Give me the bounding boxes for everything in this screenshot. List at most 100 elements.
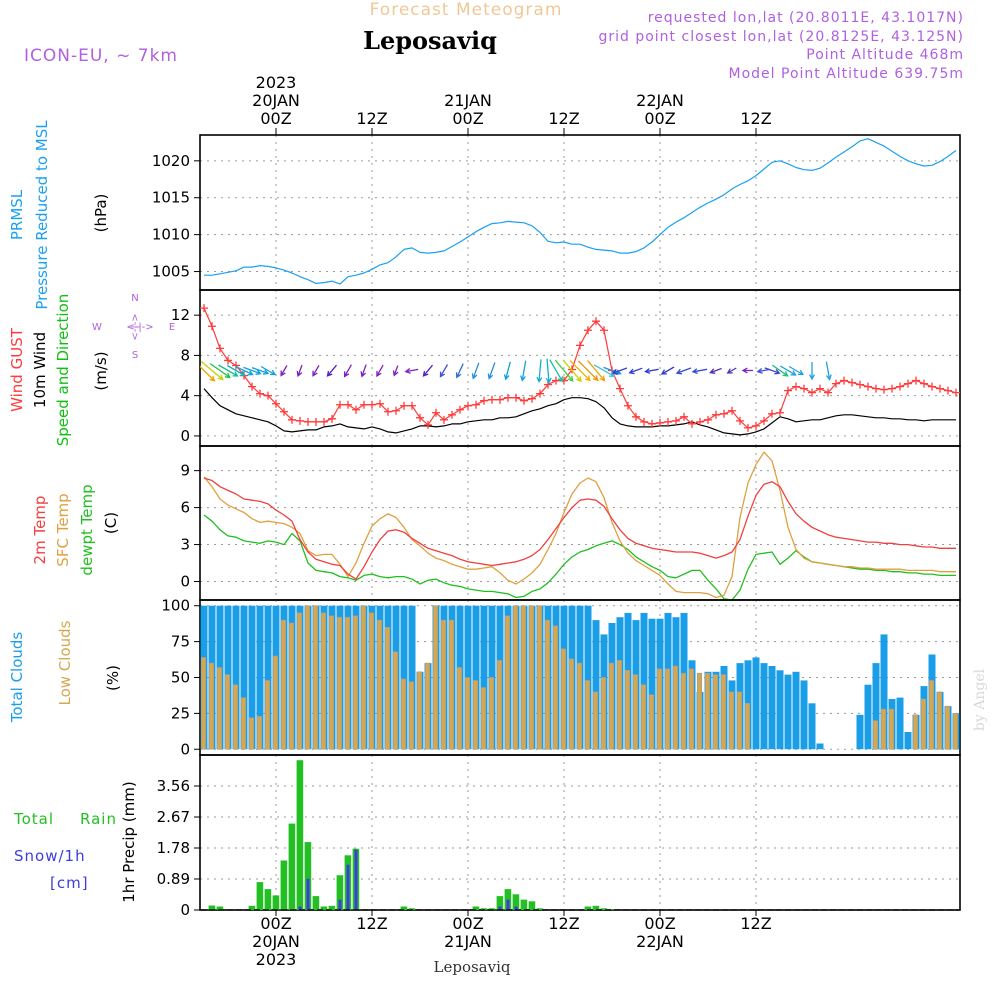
header-subtitle: Forecast Meteogram — [370, 0, 563, 20]
pressure-ylabel: (hPa) — [92, 194, 110, 233]
wind-arrow-35 — [611, 367, 628, 375]
low-cloud-bar-1 — [208, 662, 214, 750]
gust-marker-87 — [896, 382, 904, 391]
compass-east-letter: E — [169, 322, 175, 333]
low-cloud-bar-55 — [640, 684, 647, 750]
watermark: by Angel — [972, 668, 988, 731]
low-cloud-bar-43 — [544, 619, 551, 750]
gust-marker-53 — [624, 401, 632, 410]
low-cloud-bar-52 — [616, 659, 623, 750]
precip-frame — [199, 754, 961, 911]
wind-arrow-8 — [260, 365, 277, 376]
gust-marker-65 — [720, 409, 728, 418]
low-cloud-bar-56 — [648, 694, 655, 750]
rain-bar-27 — [584, 906, 592, 910]
rain-bar-10 — [312, 896, 320, 910]
rain-bar-3 — [256, 882, 264, 910]
low-cloud-bar-48 — [584, 680, 591, 750]
dewpoint-line — [203, 514, 956, 600]
clouds-ytick-label-0: 0 — [180, 740, 190, 758]
wind-arrow-18 — [422, 364, 433, 377]
wind-frame — [199, 289, 961, 447]
rain-bar-8 — [296, 760, 304, 910]
total-cloud-bar-84 — [872, 663, 880, 750]
top-label-1-0: 12Z — [356, 109, 387, 128]
gust-marker-31 — [448, 410, 456, 419]
low-cloud-bar-86 — [888, 708, 895, 750]
low-cloud-bar-35 — [480, 687, 487, 750]
precip-label-total: Total — [13, 810, 54, 828]
bottom-label-4-1: 22JAN — [636, 932, 684, 951]
wind-arrow-10 — [296, 364, 303, 378]
low-cloud-bar-68 — [744, 702, 751, 750]
total-cloud-bar-4 — [232, 605, 240, 750]
wind-arrow-22 — [487, 362, 496, 380]
compass-east: <-|-> — [126, 322, 153, 333]
top-label-4-1: 00Z — [644, 109, 675, 128]
wind-speed-line — [203, 388, 956, 436]
temperature-ytick-label-3: 9 — [180, 462, 190, 480]
wind-arrow-16 — [392, 365, 399, 377]
wind-arrow-45 — [764, 367, 781, 375]
low-cloud-bar-46 — [568, 658, 575, 750]
wind-arrow-15 — [376, 364, 384, 378]
total-cloud-bar-76 — [808, 703, 816, 750]
rain-bar-17 — [408, 908, 416, 910]
snow-bar-1 — [306, 878, 310, 910]
gust-marker-91 — [928, 382, 936, 391]
wind-arrow-49 — [809, 362, 815, 381]
precip-ytick-label-2: 1.78 — [157, 839, 190, 857]
pressure-ytick-label-2: 1015 — [152, 189, 190, 207]
wind-arrow-5 — [235, 365, 254, 376]
pressure-line — [204, 138, 957, 285]
top-label-2-0: 21JAN — [444, 91, 492, 110]
gust-marker-61 — [688, 419, 696, 428]
wind-arrow-37 — [644, 368, 659, 374]
gust-marker-40 — [520, 396, 528, 405]
total-cloud-bar-48 — [584, 605, 592, 750]
gust-marker-42 — [536, 389, 544, 398]
rain-bar-30 — [608, 909, 616, 910]
bottom-label-1-0: 12Z — [356, 914, 387, 933]
gust-marker-52 — [616, 384, 624, 393]
wind-arrow-28 — [554, 359, 574, 382]
low-cloud-bar-38 — [504, 615, 511, 750]
snow-bar-0 — [298, 906, 302, 910]
low-cloud-bar-19 — [352, 615, 359, 750]
clouds-label-low: Low Clouds — [56, 620, 74, 705]
total-cloud-bar-55 — [640, 612, 648, 750]
rain-bar-4 — [264, 889, 272, 910]
pressure-ytick-label-0: 1005 — [152, 263, 190, 281]
gust-marker-90 — [920, 379, 928, 388]
pressure-label-prmsl: PRMSL — [8, 189, 26, 240]
low-cloud-bar-12 — [296, 612, 303, 750]
gust-marker-9 — [272, 399, 280, 408]
gust-marker-29 — [432, 408, 440, 417]
header-grid-point: grid point closest lon,lat (20.8125E, 43… — [598, 29, 964, 45]
bottom-label-5-0: 12Z — [740, 914, 771, 933]
bottom-label-3-0: 12Z — [548, 914, 579, 933]
low-cloud-bar-58 — [664, 668, 671, 750]
clouds-ytick-label-2: 50 — [171, 669, 190, 687]
wind-arrow-6 — [243, 366, 262, 375]
gust-marker-14 — [312, 417, 320, 426]
rain-bar-23 — [512, 894, 520, 910]
temperature-panel: 2m Temp SFC Temp dewpt Temp (C) 0 3 6 9 — [31, 445, 961, 601]
wind-arrow-46 — [772, 364, 789, 377]
rain-bar-1 — [216, 906, 224, 910]
wind-arrow-9 — [280, 365, 288, 377]
gust-marker-71 — [768, 409, 776, 418]
total-cloud-bar-77 — [816, 743, 824, 750]
snow-bar-2 — [338, 899, 342, 910]
gust-marker-21 — [368, 400, 376, 409]
total-cloud-bar-5 — [240, 605, 248, 750]
top-label-4-0: 22JAN — [636, 91, 684, 110]
clouds-ytick-label-3: 75 — [171, 633, 190, 651]
low-cloud-bar-53 — [624, 669, 631, 750]
gust-marker-32 — [456, 405, 464, 414]
total-cloud-bar-75 — [800, 680, 808, 750]
rain-bar-11 — [320, 906, 328, 910]
low-cloud-bar-5 — [240, 697, 246, 750]
wind-arrow-21 — [471, 362, 480, 380]
